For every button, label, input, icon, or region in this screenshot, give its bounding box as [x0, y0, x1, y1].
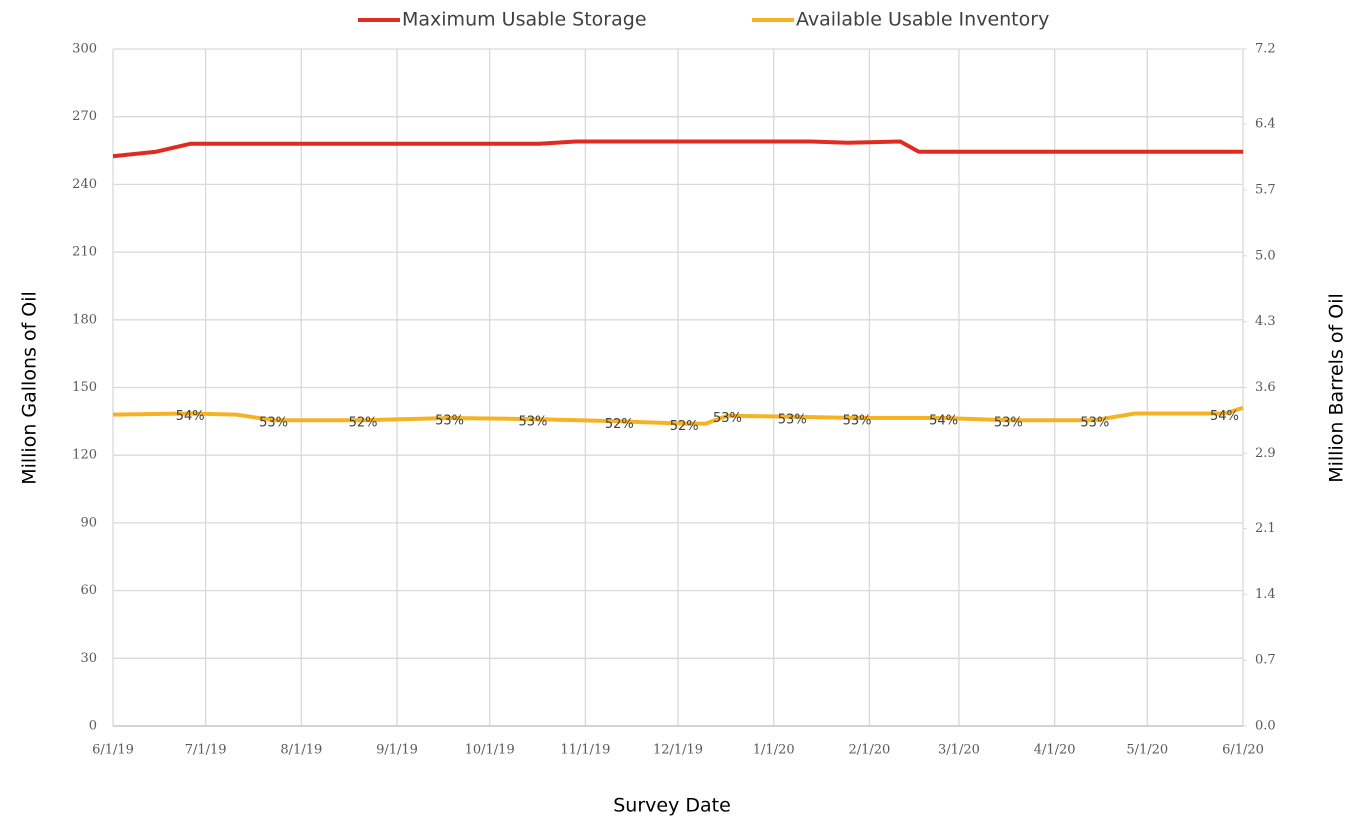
data-label: 53%: [1080, 416, 1109, 431]
y-tick-label: 60: [80, 583, 97, 598]
legend-label: Maximum Usable Storage: [402, 9, 647, 31]
y2-tick-label: 5.0: [1255, 248, 1276, 263]
y-axis-title: Million Gallons of Oil: [19, 291, 41, 485]
y2-tick-label: 5.7: [1255, 183, 1276, 198]
y2-tick-label: 1.4: [1255, 587, 1276, 602]
data-label: 54%: [929, 413, 958, 428]
y2-axis-title: Million Barrels of Oil: [1326, 293, 1348, 483]
line-series: [112, 139, 1243, 159]
x-tick-label: 6/1/19: [92, 743, 134, 758]
y-tick-label: 180: [72, 312, 97, 327]
data-label: 52%: [349, 416, 378, 431]
data-label: 53%: [259, 416, 288, 431]
data-label: 53%: [778, 412, 807, 427]
y-tick-label: 150: [72, 380, 97, 395]
x-tick-label: 5/1/20: [1126, 743, 1168, 758]
data-label: 53%: [435, 413, 464, 428]
y-tick-label: 90: [80, 515, 97, 530]
data-label: 52%: [670, 419, 699, 434]
y2-tick-label: 4.3: [1255, 314, 1276, 329]
legend-label: Available Usable Inventory: [796, 9, 1049, 31]
x-tick-label: 4/1/20: [1034, 743, 1076, 758]
data-label: 53%: [518, 415, 547, 430]
y2-tick-label: 6.4: [1255, 117, 1276, 132]
y-tick-label: 0: [89, 719, 97, 734]
x-tick-label: 9/1/19: [376, 743, 418, 758]
x-tick-label: 10/1/19: [465, 743, 515, 758]
x-tick-label: 7/1/19: [185, 743, 227, 758]
data-label: 53%: [843, 413, 872, 428]
y-tick-label: 300: [72, 42, 97, 57]
x-tick-label: 11/1/19: [560, 743, 610, 758]
y2-tick-label: 3.6: [1255, 380, 1276, 395]
y2-tick-label: 7.2: [1255, 42, 1276, 57]
x-tick-label: 2/1/20: [848, 743, 890, 758]
y-tick-label: 240: [72, 177, 97, 192]
y-tick-label: 210: [72, 245, 97, 260]
y2-tick-label: 0.0: [1255, 719, 1276, 734]
y2-tick-label: 0.7: [1255, 653, 1276, 668]
data-label: 53%: [994, 416, 1023, 431]
x-tick-label: 1/1/20: [753, 743, 795, 758]
x-tick-label: 8/1/19: [280, 743, 322, 758]
x-tick-label: 12/1/19: [653, 743, 703, 758]
x-axis-title: Survey Date: [613, 795, 731, 817]
line-series: [112, 405, 1244, 426]
data-label: 52%: [605, 417, 634, 432]
data-label: 53%: [713, 411, 742, 426]
y-tick-label: 270: [72, 109, 97, 124]
x-tick-label: 6/1/20: [1222, 743, 1264, 758]
data-label: 54%: [176, 409, 205, 424]
y2-tick-label: 2.9: [1255, 446, 1276, 461]
y2-tick-label: 2.1: [1255, 521, 1276, 536]
y-tick-label: 30: [80, 651, 97, 666]
y-tick-label: 120: [72, 448, 97, 463]
data-label: 54%: [1210, 409, 1239, 424]
x-tick-label: 3/1/20: [938, 743, 980, 758]
